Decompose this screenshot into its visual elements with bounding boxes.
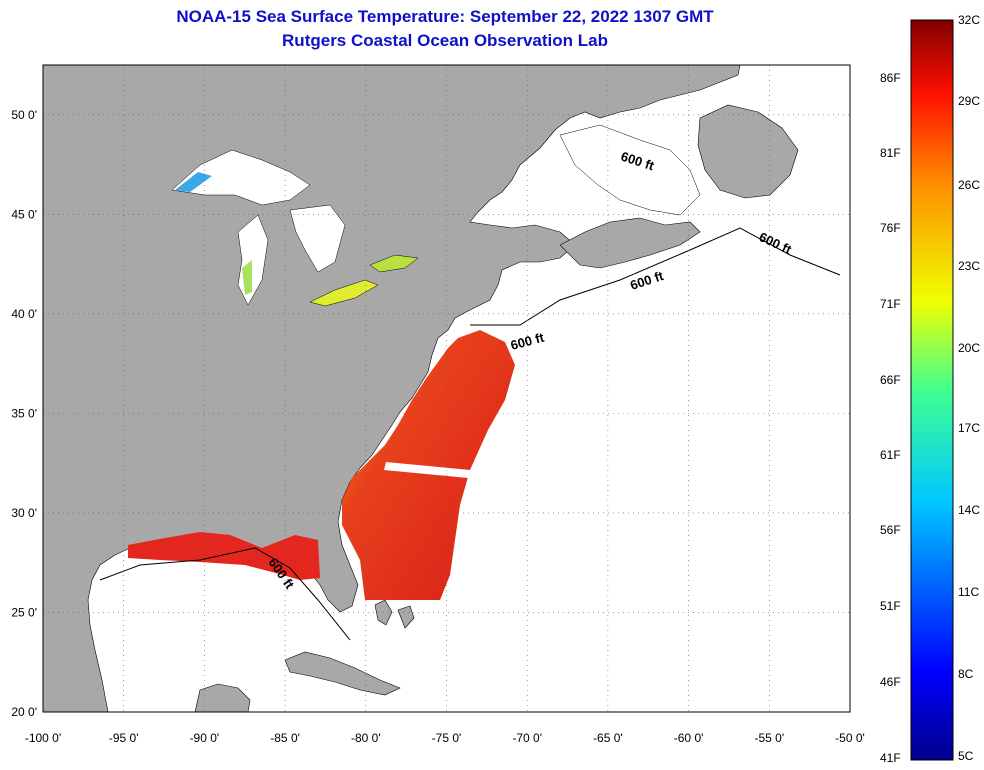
longitude-tick-label: -90 0' — [190, 731, 220, 745]
colorbar-celsius-label: 8C — [958, 667, 974, 681]
colorbar-celsius-label: 29C — [958, 94, 980, 108]
yucatan-landmass — [194, 683, 251, 712]
latitude-tick-label: 20 0' — [11, 705, 37, 719]
longitude-tick-label: -95 0' — [109, 731, 139, 745]
colorbar-fahrenheit-label: 86F — [880, 71, 901, 85]
chart-title: NOAA-15 Sea Surface Temperature: Septemb… — [176, 7, 714, 26]
colorbar-fahrenheit-label: 46F — [880, 675, 901, 689]
colorbar-fahrenheit-label: 56F — [880, 523, 901, 537]
600ft-contour-atlantic — [470, 227, 841, 326]
longitude-tick-label: -70 0' — [512, 731, 542, 745]
lake-ontario — [369, 254, 419, 273]
lake-michigan-sst — [242, 260, 252, 295]
colorbar-celsius-label: 17C — [958, 421, 980, 435]
colorbar-fahrenheit-label: 66F — [880, 373, 901, 387]
longitude-tick-label: -65 0' — [593, 731, 623, 745]
longitude-tick-label: -85 0' — [270, 731, 300, 745]
colorbar-celsius-label: 20C — [958, 341, 980, 355]
colorbar-labels: 86F 81F 76F 71F 66F 61F 56F 51F 46F 41F 32C 29C 26C 2… — [880, 13, 980, 765]
latitude-tick-label: 25 0' — [11, 605, 37, 619]
latitude-tick-label: 40 0' — [11, 307, 37, 321]
colorbar-celsius-label: 32C — [958, 13, 980, 27]
longitude-tick-label: -80 0' — [351, 731, 381, 745]
lake-huron — [289, 204, 346, 273]
latitude-tick-label: 30 0' — [11, 506, 37, 520]
gulf-of-st-lawrence — [559, 124, 701, 216]
colorbar-fahrenheit-label: 81F — [880, 146, 901, 160]
colorbar-fahrenheit-label: 76F — [880, 221, 901, 235]
lake-superior-cold-patch — [175, 172, 212, 192]
longitude-tick-label: -50 0' — [835, 731, 865, 745]
map-frame — [42, 64, 851, 713]
longitude-tick-label: -100 0' — [25, 731, 61, 745]
atlantic-sst-swath — [342, 330, 515, 600]
longitude-tick-label: -75 0' — [432, 731, 462, 745]
cuba-landmass — [284, 651, 401, 696]
colorbar-celsius-label: 14C — [958, 503, 980, 517]
colorbar-fahrenheit-label: 41F — [880, 751, 901, 765]
colorbar-celsius-label: 26C — [958, 178, 980, 192]
maritimes-landmass — [559, 217, 701, 269]
colorbar-fahrenheit-label: 71F — [880, 297, 901, 311]
latitude-tick-label: 35 0' — [11, 406, 37, 420]
swath-gap — [384, 462, 470, 478]
colorbar — [910, 19, 954, 761]
longitude-tick-label: -60 0' — [674, 731, 704, 745]
colorbar-celsius-label: 5C — [958, 749, 974, 763]
colorbar-celsius-label: 23C — [958, 259, 980, 273]
newfoundland-landmass — [697, 104, 799, 199]
latitude-tick-label: 45 0' — [11, 207, 37, 221]
gulf-sst-swath — [128, 532, 320, 580]
colorbar-celsius-label: 11C — [958, 585, 979, 599]
longitude-tick-label: -55 0' — [754, 731, 784, 745]
lake-erie — [309, 279, 379, 307]
bahamas-islands — [374, 599, 415, 629]
lake-superior — [171, 149, 311, 206]
latitude-tick-label: 50 0' — [11, 108, 37, 122]
colorbar-fahrenheit-label: 51F — [880, 599, 901, 613]
latitude-axis: 20 0' 25 0' 30 0' 35 0' 40 0' 45 0' 50 0' — [11, 108, 37, 719]
chart-subtitle: Rutgers Coastal Ocean Observation Lab — [282, 31, 608, 50]
colorbar-fahrenheit-label: 61F — [880, 448, 901, 462]
longitude-axis: -100 0' -95 0' -90 0' -85 0' -80 0' -75 0' -70… — [25, 731, 865, 745]
600ft-contour-gulf — [99, 547, 351, 641]
